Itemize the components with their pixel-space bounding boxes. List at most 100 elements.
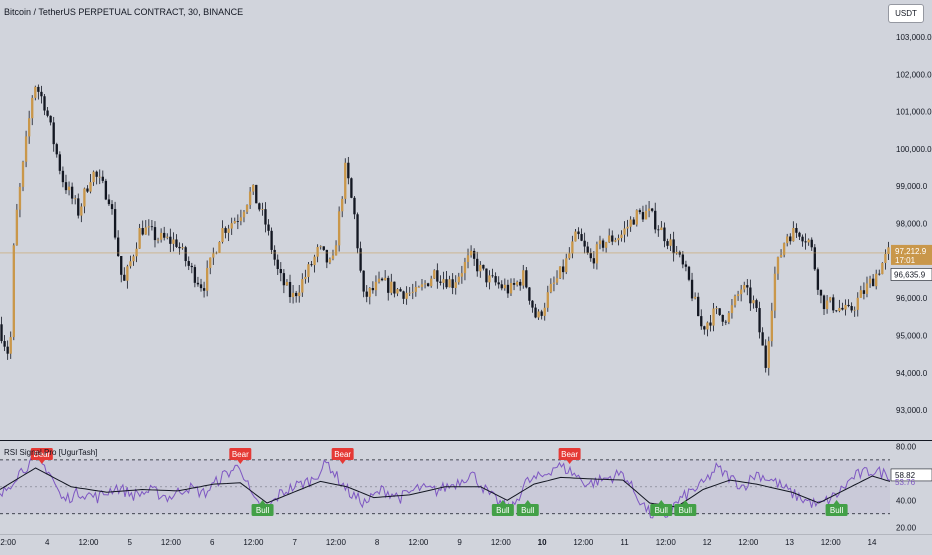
candle-body bbox=[359, 248, 362, 271]
bull-signal-pointer bbox=[259, 500, 266, 504]
candle-body bbox=[678, 251, 681, 255]
candle-body bbox=[767, 341, 770, 368]
candle-body bbox=[356, 214, 359, 249]
candle-body bbox=[494, 276, 497, 283]
candle-body bbox=[334, 245, 338, 256]
time-tick-label: 13 bbox=[785, 538, 794, 547]
candle-body bbox=[546, 292, 549, 308]
candle-body bbox=[233, 221, 236, 224]
candle-body bbox=[95, 171, 98, 177]
candle-body bbox=[31, 97, 34, 119]
candle-body bbox=[844, 304, 847, 310]
candle-body bbox=[482, 264, 485, 269]
candle-body bbox=[460, 273, 464, 277]
candle-body bbox=[319, 246, 322, 248]
candle-body bbox=[313, 256, 316, 266]
candle-body bbox=[825, 300, 829, 310]
candle-body bbox=[700, 316, 703, 327]
candle-body bbox=[89, 182, 92, 192]
candle-body bbox=[608, 235, 611, 243]
candle-body bbox=[227, 228, 230, 233]
candle-body bbox=[841, 307, 844, 310]
current-price-label: 97,212.9 bbox=[895, 247, 927, 256]
candle-body bbox=[709, 322, 712, 326]
candle-body bbox=[782, 243, 786, 255]
candle-body bbox=[657, 229, 660, 231]
candle-body bbox=[485, 268, 488, 283]
candle-body bbox=[46, 110, 49, 116]
candle-body bbox=[623, 228, 626, 235]
candle-body bbox=[169, 236, 172, 244]
time-tick-label: 7 bbox=[292, 538, 297, 547]
candle-body bbox=[706, 322, 709, 330]
candle-body bbox=[123, 274, 126, 281]
candle-body bbox=[739, 289, 743, 295]
time-tick-label: 12:00 bbox=[243, 538, 264, 547]
bull-signal-badge bbox=[825, 504, 848, 516]
candle-body bbox=[43, 96, 46, 111]
candle-body bbox=[838, 307, 841, 312]
candle-body bbox=[325, 249, 329, 263]
candle-body bbox=[509, 282, 513, 294]
bull-signal-pointer bbox=[524, 500, 531, 504]
candle-body bbox=[847, 304, 850, 307]
candle-body bbox=[365, 291, 368, 297]
candle-body bbox=[779, 254, 783, 258]
candle-body bbox=[718, 308, 721, 315]
candle-body bbox=[52, 122, 55, 145]
candle-body bbox=[380, 278, 384, 281]
signal-value-label: 53.76 bbox=[895, 478, 916, 487]
candle-body bbox=[331, 255, 335, 259]
bear-signal-label: Bear bbox=[33, 450, 50, 459]
candle-body bbox=[37, 86, 40, 92]
candle-body bbox=[604, 242, 608, 248]
bear-signal-pointer bbox=[339, 460, 346, 464]
candle-body bbox=[144, 227, 147, 235]
candle-body bbox=[681, 254, 685, 265]
candle-body bbox=[399, 289, 402, 292]
candle-body bbox=[663, 227, 666, 242]
candle-body bbox=[488, 275, 491, 283]
candle-body bbox=[83, 188, 86, 207]
candle-body bbox=[267, 224, 270, 231]
price-tick-label: 98,000.0 bbox=[896, 220, 928, 229]
candle-body bbox=[433, 270, 436, 279]
candle-body bbox=[445, 279, 448, 288]
candle-body bbox=[252, 184, 255, 192]
candle-body bbox=[74, 198, 77, 200]
candle-body bbox=[420, 284, 424, 287]
candle-body bbox=[377, 278, 381, 282]
secondary-price-label: 96,635.9 bbox=[894, 270, 926, 279]
candle-body bbox=[402, 291, 405, 299]
candle-body bbox=[816, 269, 820, 290]
candle-body bbox=[270, 230, 273, 250]
candle-body bbox=[58, 154, 62, 171]
candle-body bbox=[439, 281, 442, 283]
candle-body bbox=[304, 276, 307, 280]
candle-body bbox=[586, 246, 589, 253]
current-price-badge bbox=[891, 244, 932, 265]
candle-body bbox=[67, 186, 71, 191]
currency-button[interactable]: USDT bbox=[888, 4, 924, 23]
candle-body bbox=[660, 227, 663, 230]
candle-body bbox=[730, 305, 734, 314]
bear-signal-badge bbox=[229, 448, 252, 460]
bull-signal-badge bbox=[674, 504, 697, 516]
rsi-tick-label: 40.00 bbox=[896, 496, 917, 505]
bull-signal-label: Bull bbox=[256, 506, 270, 515]
candle-body bbox=[282, 273, 286, 286]
bear-signal-badge bbox=[30, 448, 53, 460]
candle-body bbox=[574, 231, 577, 242]
candle-body bbox=[436, 270, 439, 282]
candle-body bbox=[120, 256, 123, 275]
candle-body bbox=[476, 258, 479, 272]
candle-body bbox=[371, 287, 375, 291]
bull-signal-label: Bull bbox=[655, 506, 669, 515]
candle-body bbox=[92, 171, 95, 183]
candle-body bbox=[307, 264, 310, 277]
candle-body bbox=[350, 178, 353, 198]
candle-body bbox=[828, 297, 832, 301]
